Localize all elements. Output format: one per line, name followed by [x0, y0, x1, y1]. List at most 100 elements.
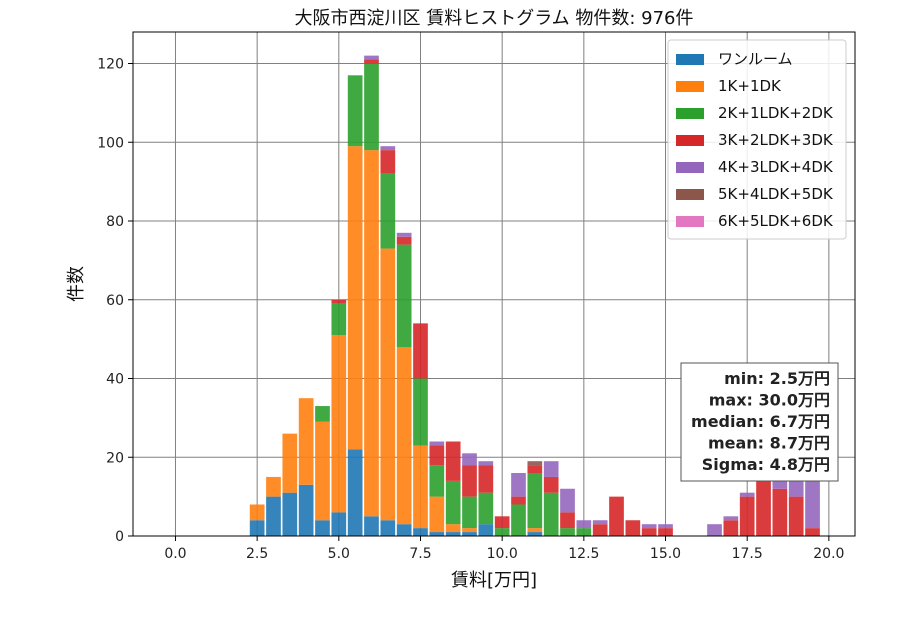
- bar-segment-3: [331, 303, 347, 336]
- bar-segment-5: [723, 516, 739, 521]
- bar-segment-3: [560, 528, 575, 536]
- bar-segment-4: [739, 496, 755, 536]
- bar-segment-4: [609, 496, 624, 536]
- legend-swatch: [676, 135, 704, 146]
- stats-line: median: 6.7万円: [691, 412, 830, 431]
- bar-segment-5: [560, 488, 575, 513]
- plot-frame: [132, 31, 856, 537]
- bar-segment-1: [429, 532, 445, 536]
- bar-segment-5: [788, 476, 804, 497]
- legend-swatch: [676, 81, 704, 92]
- bar-segment-5: [511, 473, 526, 497]
- bar-segment-1: [282, 492, 298, 536]
- bar-segment-5: [462, 453, 477, 466]
- bar-segment-4: [560, 512, 575, 529]
- bar-segment-1: [445, 532, 461, 536]
- y-tick-label: 40: [106, 372, 124, 388]
- bar-segment-3: [478, 492, 494, 525]
- stats-line: min: 2.5万円: [724, 369, 830, 388]
- bar-segment-4: [364, 59, 379, 64]
- bar-segment-2: [527, 528, 543, 533]
- bar-segment-3: [413, 378, 428, 446]
- y-tick-label: 60: [106, 293, 124, 309]
- y-tick-label: 120: [97, 57, 124, 73]
- bar-segment-1: [331, 512, 347, 536]
- bar-segment-3: [429, 465, 445, 497]
- x-tick-label: 10.0: [487, 546, 518, 562]
- bar-segment-3: [396, 244, 412, 347]
- bar-segment-3: [576, 528, 592, 536]
- x-tick-label: 20.0: [813, 546, 844, 562]
- bar-segment-4: [641, 528, 657, 536]
- legend-entry-label: 4K+3LDK+4DK: [718, 158, 834, 176]
- bar-segment-1: [478, 524, 494, 536]
- bar-segment-5: [707, 524, 722, 536]
- x-tick-label: 5.0: [328, 546, 350, 562]
- legend-entry-label: ワンルーム: [718, 50, 793, 68]
- bar-segment-4: [805, 528, 820, 536]
- legend-swatch: [676, 216, 704, 227]
- bar-segment-1: [396, 524, 412, 536]
- bar-segment-2: [315, 421, 330, 521]
- bar-segment-2: [282, 433, 298, 493]
- bar-segment-4: [788, 496, 804, 536]
- stats-line: max: 30.0万円: [709, 391, 830, 410]
- legend-entry-label: 1K+1DK: [718, 77, 782, 95]
- bar-segment-5: [739, 492, 755, 497]
- x-axis-label: 賃料[万円]: [451, 570, 537, 591]
- bar-segment-3: [364, 63, 379, 151]
- bar-segment-1: [413, 528, 428, 536]
- y-tick-label: 20: [106, 450, 124, 466]
- bar-segment-4: [494, 516, 510, 529]
- bar-segment-2: [331, 335, 347, 513]
- x-tick-label: 12.5: [568, 546, 599, 562]
- bar-segment-3: [462, 496, 477, 529]
- legend-entry-label: 2K+1LDK+2DK: [718, 104, 834, 122]
- bar-segment-4: [543, 476, 559, 493]
- y-axis-label: 件数: [66, 266, 87, 302]
- bar-segment-2: [298, 398, 314, 485]
- bar-segment-2: [462, 528, 477, 533]
- bar-segment-4: [396, 236, 412, 245]
- bar-segment-4: [445, 441, 461, 481]
- bar-segment-1: [266, 496, 281, 536]
- bar-segment-5: [396, 232, 412, 237]
- bar-segment-2: [347, 146, 363, 450]
- bar-segment-5: [429, 441, 445, 446]
- stats-box: min: 2.5万円 max: 30.0万円 median: 6.7万円 mean: …: [680, 362, 839, 482]
- bar-segment-2: [364, 150, 379, 517]
- x-tick-label: 15.0: [650, 546, 681, 562]
- y-axis-ticks: 0 20 40 60 80 100 120: [97, 57, 133, 545]
- bar-segment-4: [527, 465, 543, 473]
- legend-swatch: [676, 108, 704, 119]
- bar-segment-4: [723, 520, 739, 536]
- bar-segment-1: [462, 532, 477, 536]
- y-tick-label: 100: [97, 135, 124, 151]
- bar-segment-2: [249, 504, 265, 521]
- bar-segment-5: [364, 55, 379, 60]
- bar-segment-5: [576, 520, 592, 529]
- bar-segment-6: [527, 461, 543, 466]
- chart-title: 大阪市西淀川区 賃料ヒストグラム 物件数: 976件: [294, 8, 693, 29]
- bar-segment-1: [527, 532, 543, 536]
- bar-segment-5: [592, 520, 608, 525]
- bar-segment-3: [543, 492, 559, 536]
- stats-box-frame: [680, 362, 839, 482]
- x-tick-label: 0.0: [164, 546, 186, 562]
- bar-segment-2: [396, 347, 412, 525]
- bar-segment-4: [429, 445, 445, 466]
- bar-segment-1: [315, 520, 330, 536]
- legend-swatch: [676, 189, 704, 200]
- stats-line: mean: 8.7万円: [708, 434, 830, 453]
- legend-swatch: [676, 162, 704, 173]
- bar-segment-1: [347, 449, 363, 536]
- bar-segment-3: [511, 504, 526, 536]
- bar-segment-2: [413, 445, 428, 529]
- bar-segment-4: [331, 299, 347, 304]
- bar-segment-5: [380, 146, 396, 151]
- legend-entry-label: 5K+4LDK+5DK: [718, 185, 834, 203]
- bar-segment-4: [511, 496, 526, 505]
- bar-segment-4: [462, 465, 477, 497]
- bar-segment-4: [772, 488, 788, 536]
